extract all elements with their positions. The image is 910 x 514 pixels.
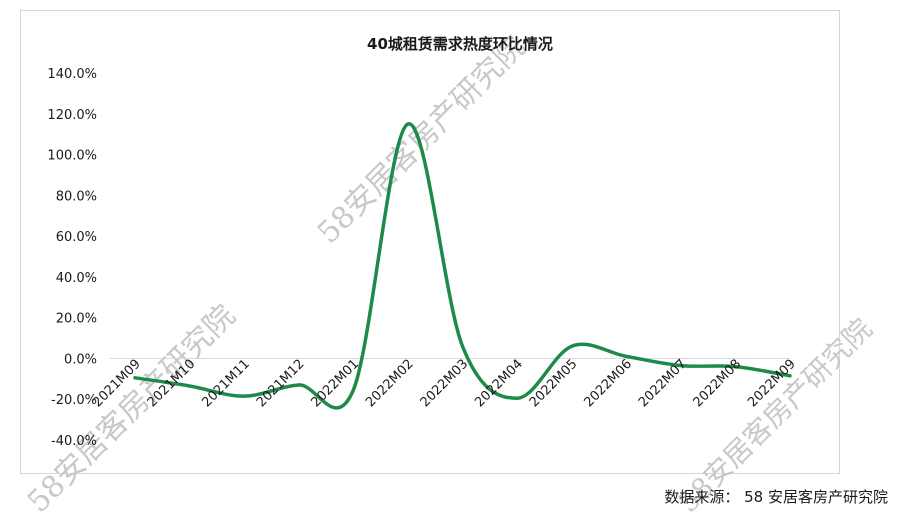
- y-axis-tick-labels: 140.0% 120.0% 100.0% 80.0% 60.0% 40.0% 20.0% 0.…: [47, 67, 97, 449]
- chart-title: 40城租赁需求热度环比情况: [367, 35, 553, 53]
- y-tick-label: 140.0%: [47, 67, 97, 82]
- y-tick-label: 80.0%: [56, 189, 97, 204]
- y-tick-label: -40.0%: [51, 434, 97, 449]
- y-tick-label: 0.0%: [64, 352, 97, 367]
- y-tick-label: 20.0%: [56, 312, 97, 327]
- series-line: [133, 122, 792, 410]
- watermark-text: 58安居客房产研究院: [311, 29, 532, 250]
- x-tick-label: 2022M03: [418, 357, 472, 411]
- chart-frame: [20, 10, 840, 474]
- x-tick-label: 2022M04: [472, 357, 526, 411]
- x-tick-label: 2021M11: [199, 357, 253, 411]
- x-tick-label: 2022M06: [581, 357, 635, 411]
- y-tick-label: 120.0%: [47, 108, 97, 123]
- y-tick-label: 60.0%: [56, 230, 97, 245]
- data-source-note: 数据来源： 58 安居客房产研究院: [664, 488, 888, 506]
- x-tick-label: 2022M02: [363, 357, 417, 411]
- y-tick-label: -20.0%: [51, 393, 97, 408]
- y-tick-label: 100.0%: [47, 149, 97, 164]
- y-tick-label: 40.0%: [56, 271, 97, 286]
- watermark-text: 58安居客房产研究院: [672, 312, 879, 514]
